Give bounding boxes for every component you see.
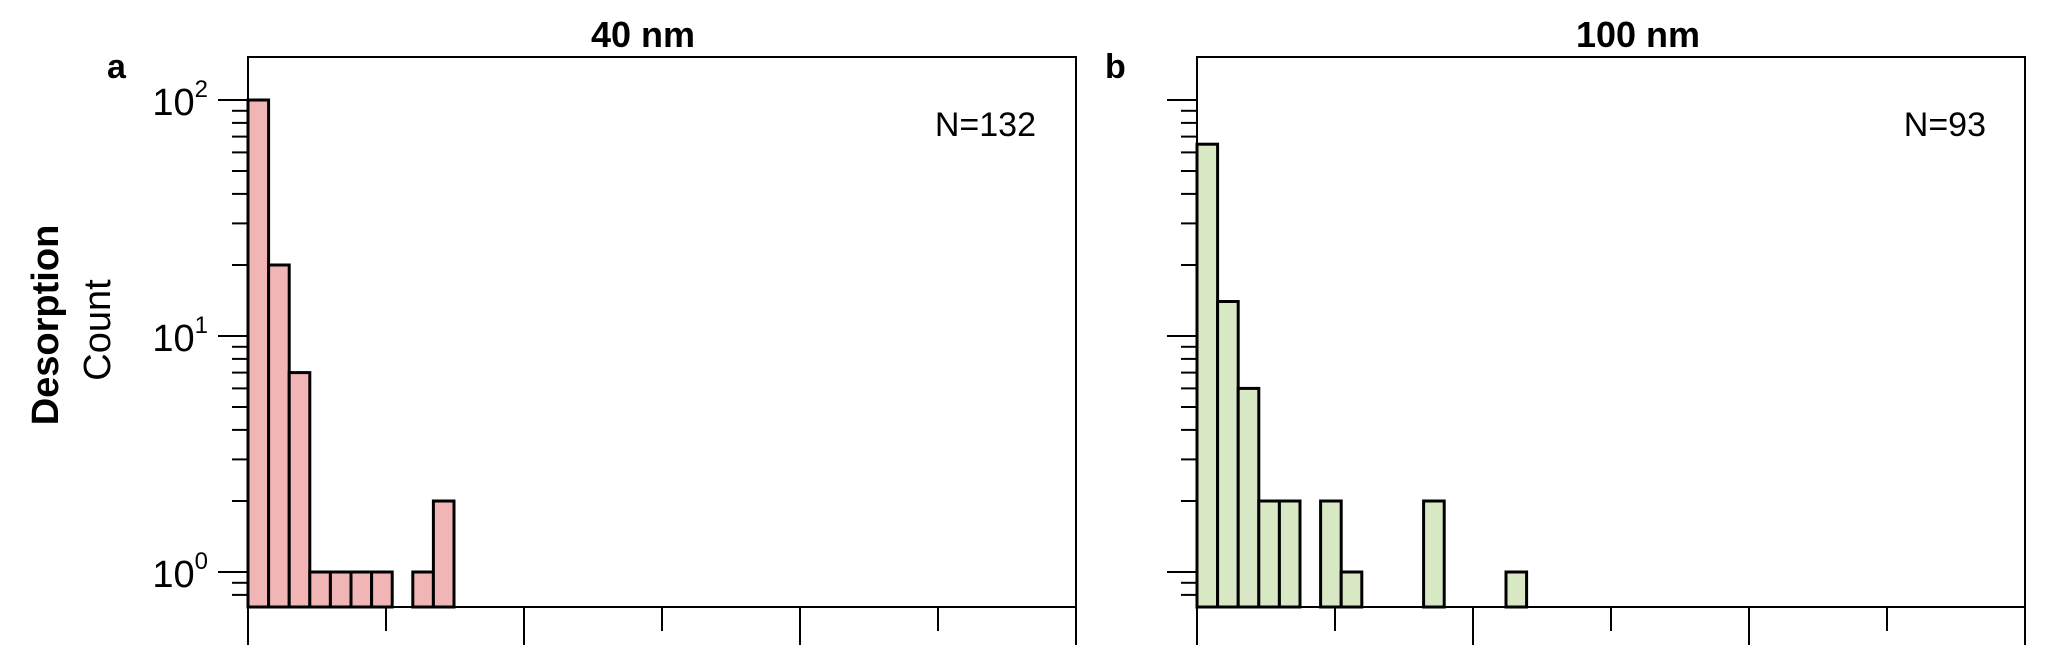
plot-area xyxy=(218,56,1077,645)
bars xyxy=(246,98,456,609)
histogram-bar xyxy=(1195,142,1220,609)
histogram-bar xyxy=(349,570,374,609)
histogram-bar xyxy=(1339,570,1364,609)
histogram-bar xyxy=(287,371,312,609)
histogram-bar xyxy=(1504,570,1529,609)
tick-exponent: 2 xyxy=(195,76,208,103)
x-ticks xyxy=(1196,607,2026,645)
panel-a: a 40 nm N=132 100 101 102 xyxy=(107,14,1077,645)
histogram-bar xyxy=(1216,300,1240,609)
panel-letter: b xyxy=(1105,48,1126,86)
y-minor-ticks xyxy=(218,99,248,596)
tick-exponent: 1 xyxy=(195,312,208,339)
histogram-bar xyxy=(246,98,271,609)
histogram-bar xyxy=(308,570,332,609)
y-axis-label-bold: Desorption xyxy=(25,225,67,426)
y-tick-label-101: 101 xyxy=(152,312,208,360)
y-tick-label-102: 102 xyxy=(152,76,208,124)
y-axis-label: Desorption Count xyxy=(25,225,119,426)
x-ticks xyxy=(247,607,1077,645)
histogram-bar xyxy=(1257,499,1281,609)
histogram-bar xyxy=(1236,386,1261,609)
histogram-bar xyxy=(1319,499,1343,609)
bars xyxy=(1195,142,1529,609)
histogram-bar xyxy=(1422,499,1446,609)
n-annotation: N=132 xyxy=(935,106,1036,144)
y-minor-ticks xyxy=(1167,99,1197,596)
histogram-bar xyxy=(370,570,394,609)
tick-base: 10 xyxy=(152,318,194,360)
tick-exponent: 0 xyxy=(195,548,208,575)
panel-b: b 100 nm N=93 xyxy=(1105,14,2026,645)
panel-letter: a xyxy=(107,48,127,86)
tick-base: 10 xyxy=(152,82,194,124)
y-axis-label-count: Count xyxy=(77,279,119,381)
histogram-bar xyxy=(1277,499,1302,609)
panel-title: 40 nm xyxy=(591,14,695,55)
histogram-bar xyxy=(328,570,353,609)
histogram-bar xyxy=(267,263,291,609)
y-tick-label-100: 100 xyxy=(152,548,208,596)
histogram-bar xyxy=(411,570,435,609)
panel-title: 100 nm xyxy=(1576,14,1700,55)
n-annotation: N=93 xyxy=(1904,106,1986,144)
plot-area xyxy=(1167,56,2026,645)
tick-base: 10 xyxy=(152,554,194,596)
histogram-bar xyxy=(431,499,456,609)
